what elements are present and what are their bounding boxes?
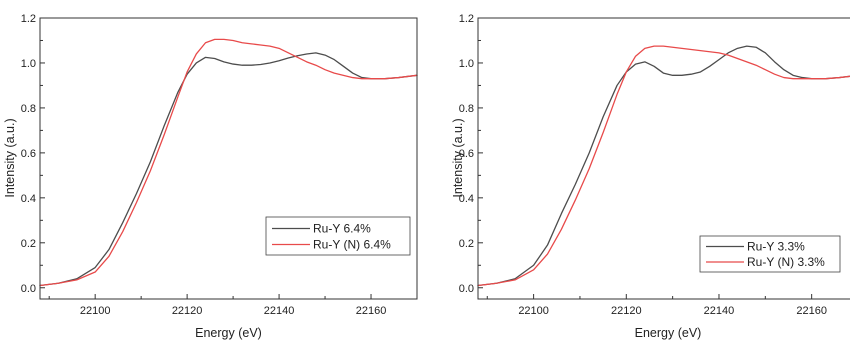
legend-box bbox=[265, 216, 411, 256]
y-axis: 0.0 0.2 0.4 0.6 0.8 1.0 1.2 bbox=[21, 13, 45, 295]
x-axis: 22100 22120 22140 22160 bbox=[48, 294, 418, 317]
series-line-ru-y-n-6.4 bbox=[39, 38, 418, 287]
x-tick-label: 22160 bbox=[356, 305, 387, 317]
legend-box bbox=[699, 235, 841, 273]
y-axis-title: Intensity (a.u.) bbox=[3, 118, 17, 197]
y-axis-title: Intensity (a.u.) bbox=[451, 118, 465, 197]
legend-label-ru-y-6.4: Ru-Y 6.4% bbox=[313, 222, 371, 236]
y-tick-label: 0.2 bbox=[21, 238, 36, 250]
legend-label-ru-y-n-6.4: Ru-Y (N) 6.4% bbox=[313, 238, 391, 252]
series-line-ru-y-3.3 bbox=[477, 45, 850, 287]
x-tick-label: 22100 bbox=[518, 305, 549, 317]
plot-frame bbox=[477, 17, 850, 300]
plot-area: 22100 22120 22140 22160 0.0 0.2 0.4 0.6 0.8 1.0 1… bbox=[459, 13, 850, 317]
plot-area: 22100 22120 22140 22160 0.0 0.2 0.4 0.6 0.8 1.0 1… bbox=[21, 13, 418, 317]
x-tick-label: 22160 bbox=[796, 305, 827, 317]
legend-label-ru-y-3.3: Ru-Y 3.3% bbox=[747, 240, 805, 254]
y-tick-label: 0.4 bbox=[459, 193, 474, 205]
y-tick-label: 1.0 bbox=[459, 58, 474, 70]
x-tick-label: 22120 bbox=[611, 305, 642, 317]
y-tick-label: 0.0 bbox=[459, 283, 474, 295]
x-axis: 22100 22120 22140 22160 bbox=[486, 294, 827, 317]
series-line-ru-y-n-3.3 bbox=[477, 45, 850, 287]
y-tick-label: 1.0 bbox=[21, 58, 36, 70]
legend: Ru-Y 6.4% Ru-Y (N) 6.4% bbox=[265, 216, 411, 256]
y-tick-label: 0.6 bbox=[21, 148, 36, 160]
x-tick-label: 22140 bbox=[704, 305, 735, 317]
y-tick-label: 1.2 bbox=[459, 13, 474, 25]
plot-frame bbox=[39, 17, 418, 300]
chart-left: 22100 22120 22140 22160 0.0 0.2 0.4 0.6 0.8 1.0 1… bbox=[3, 13, 418, 340]
x-tick-label: 22100 bbox=[80, 305, 111, 317]
y-tick-label: 0.8 bbox=[21, 103, 36, 115]
y-tick-label: 0.2 bbox=[459, 238, 474, 250]
chart-right: 22100 22120 22140 22160 0.0 0.2 0.4 0.6 0.8 1.0 1… bbox=[451, 13, 850, 340]
legend-label-ru-y-n-3.3: Ru-Y (N) 3.3% bbox=[747, 255, 825, 269]
y-tick-label: 1.2 bbox=[21, 13, 36, 25]
y-axis: 0.0 0.2 0.4 0.6 0.8 1.0 1.2 bbox=[459, 13, 483, 295]
series-line-ru-y-6.4 bbox=[39, 52, 418, 287]
x-tick-label: 22140 bbox=[264, 305, 295, 317]
y-tick-label: 0.4 bbox=[21, 193, 36, 205]
y-tick-label: 0.6 bbox=[459, 148, 474, 160]
x-axis-title: Energy (eV) bbox=[195, 326, 262, 340]
legend: Ru-Y 3.3% Ru-Y (N) 3.3% bbox=[699, 235, 841, 273]
x-tick-label: 22120 bbox=[172, 305, 203, 317]
x-axis-title: Energy (eV) bbox=[635, 326, 702, 340]
y-tick-label: 0.0 bbox=[21, 283, 36, 295]
y-tick-label: 0.8 bbox=[459, 103, 474, 115]
